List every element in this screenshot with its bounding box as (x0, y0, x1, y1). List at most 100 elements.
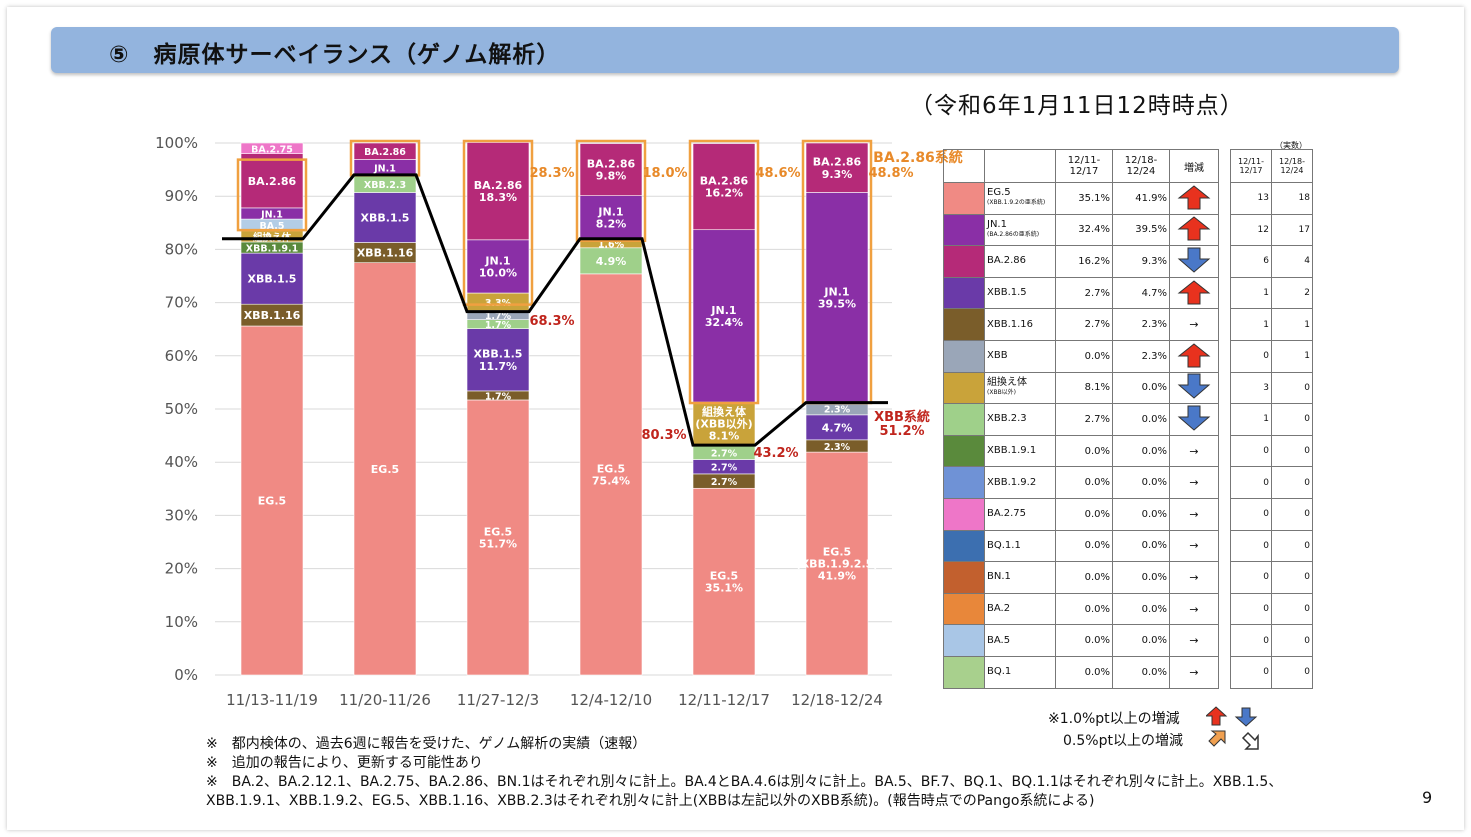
data-label: EG.5 (371, 463, 399, 476)
variant-name: XBB.1.5 (984, 276, 1056, 310)
up-arrow-icon (1177, 185, 1211, 210)
y-tick-label: 50% (165, 400, 198, 418)
bar-segment (466, 142, 530, 241)
ba286-box (462, 139, 534, 306)
bar-segment (240, 153, 304, 209)
data-label: 4.9% (596, 255, 627, 268)
data-label: JN.1 39.5% (818, 285, 856, 310)
count-cell: 1 (1230, 403, 1272, 436)
trend-cell (1169, 371, 1219, 405)
table-row: BQ.1 0.0% 0.0% → (943, 655, 1219, 689)
down-arrow-icon (1234, 707, 1258, 727)
table-row: 組換え体 (XBB以外) 8.1% 0.0% (943, 371, 1219, 405)
up-arrow-icon (1177, 279, 1211, 305)
share-period-a: 35.1% (1055, 182, 1113, 215)
data-label: BA.2.86 9.8% (587, 158, 636, 183)
legend-note-2: 0.5%pt以上の増減 (1063, 733, 1183, 749)
data-label: 1.7% (485, 320, 512, 331)
x-tick-label: 11/13-11/19 (226, 691, 318, 709)
down-arrow-icon (1177, 373, 1211, 400)
table-row: XBB.1.5 2.7% 4.7% (943, 276, 1219, 310)
count-cell: 0 (1230, 529, 1272, 563)
count-cell: 3 (1230, 371, 1272, 405)
table-row: XBB.1.16 2.7% 2.3% → (943, 308, 1219, 341)
data-label: BA.5 (260, 221, 285, 232)
table-row: BN.1 0.0% 0.0% → (943, 561, 1219, 594)
variant-name: XBB.1.16 (984, 308, 1056, 341)
ba286-series-title: BA.2.86系統 (873, 149, 963, 166)
data-label: BA.2.86 16.2% (700, 175, 749, 200)
data-label: 2.7% (711, 448, 738, 459)
y-tick-label: 10% (165, 613, 198, 631)
count-cell: 1 (1271, 339, 1313, 373)
table-row: BA.2.86 16.2% 9.3% (943, 245, 1219, 278)
color-swatch (943, 529, 985, 563)
ba286-share-label: 18.0% (642, 166, 687, 181)
data-label: 1.7% (485, 391, 512, 402)
bar-segment (579, 143, 643, 196)
table-row: EG.5 (XBB.1.9.2の亜系統) 35.1% 41.9% (943, 182, 1219, 215)
count-cell: 1 (1230, 276, 1272, 310)
variant-name: BA.2.75 (984, 497, 1056, 531)
count-cell: 1 (1230, 308, 1272, 341)
footnote-3: ※ BA.2、BA.2.12.1、BA.2.75、BA.2.86、BN.1はそれ… (206, 774, 1283, 809)
count-cell: 12 (1230, 213, 1272, 247)
color-swatch (943, 339, 985, 373)
bar-segment (692, 487, 756, 676)
color-swatch (943, 624, 985, 657)
page-number: 9 (1422, 788, 1433, 807)
variant-name: XBB.1.9.2 (984, 466, 1056, 499)
y-tick-label: 90% (165, 187, 198, 205)
data-label: 組換え体(XBB以外) 8.1% (695, 405, 752, 443)
table-row: BA.5 0.0% 0.0% → (943, 624, 1219, 657)
data-label: BA.2.75 (251, 144, 293, 155)
bar-segment (466, 328, 530, 392)
variant-name: JN.1 (BA.2.86の亜系統) (984, 213, 1056, 247)
color-swatch (943, 182, 985, 215)
table-row: BA.2 0.0% 0.0% → (943, 592, 1219, 626)
count-cell: 0 (1271, 434, 1313, 468)
data-label: EG.5 51.7% (479, 525, 517, 550)
count-cell: 0 (1230, 592, 1272, 626)
trend-cell: → (1169, 655, 1219, 689)
color-swatch (943, 434, 985, 468)
data-label: EG.5 (XBB.1.9.2.5) 41.9% (796, 545, 879, 582)
data-label: 2.7% (711, 477, 738, 488)
xbb-share-line (222, 173, 888, 447)
xbb-share-label: 68.3% (529, 314, 574, 329)
count-cell: 2 (1271, 276, 1313, 310)
trend-cell: → (1169, 308, 1219, 341)
share-period-b: 0.0% (1112, 655, 1170, 689)
count-cell: 1 (1271, 308, 1313, 341)
color-swatch (943, 276, 985, 310)
table-row: XBB.2.3 2.7% 0.0% (943, 403, 1219, 436)
count-cell: 0 (1271, 371, 1313, 405)
ba286-share-label: 48.8% (868, 166, 913, 181)
data-label: BA.2.86 (364, 147, 406, 158)
color-swatch (943, 308, 985, 341)
period-b-header: 12/18- 12/24 (1112, 149, 1170, 183)
x-tick-label: 11/27-12/3 (457, 691, 539, 709)
legend-note-1: ※1.0%pt以上の増減 (1048, 711, 1180, 727)
bar-segment (466, 399, 530, 676)
table-row: BA.2.75 0.0% 0.0% → (943, 497, 1219, 531)
share-period-b: 0.0% (1112, 561, 1170, 594)
bar-segment (353, 142, 417, 160)
data-label: BA.2.86 (248, 175, 297, 188)
share-period-a: 8.1% (1055, 371, 1113, 405)
variant-name: BQ.1 (984, 655, 1056, 689)
share-period-b: 0.0% (1112, 497, 1170, 531)
y-tick-label: 40% (165, 453, 198, 471)
x-tick-label: 12/11-12/17 (678, 691, 770, 709)
trend-cell (1169, 339, 1219, 373)
count-cell: 0 (1230, 466, 1272, 499)
data-label: JN.1 32.4% (705, 304, 743, 329)
color-swatch (943, 466, 985, 499)
variant-name: XBB.1.9.1 (984, 434, 1056, 468)
count-header: 12/11- 12/17 (1230, 149, 1272, 183)
